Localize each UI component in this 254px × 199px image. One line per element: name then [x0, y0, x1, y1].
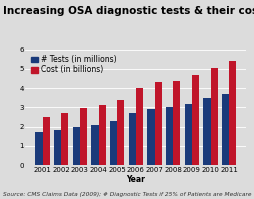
Bar	[80, 108, 87, 165]
Bar	[91, 125, 99, 165]
Bar	[36, 133, 42, 165]
Bar	[61, 113, 68, 165]
Bar	[155, 82, 162, 165]
Legend: # Tests (in millions), Cost (in billions): # Tests (in millions), Cost (in billions…	[29, 54, 118, 76]
Bar	[129, 113, 136, 165]
Bar	[203, 98, 211, 165]
Bar	[136, 88, 143, 165]
Bar	[185, 104, 192, 165]
Bar	[222, 94, 229, 165]
Bar	[192, 75, 199, 165]
Bar	[73, 127, 80, 165]
Bar	[229, 61, 236, 165]
Text: Source: CMS Claims Data (2009); # Diagnostic Tests if 25% of Patients are Medica: Source: CMS Claims Data (2009); # Diagno…	[3, 192, 251, 197]
Bar	[54, 130, 61, 165]
Bar	[110, 121, 117, 165]
Bar	[117, 100, 124, 165]
Text: Increasing OSA diagnostic tests & their cost: Increasing OSA diagnostic tests & their …	[3, 6, 254, 16]
Bar	[148, 109, 155, 165]
Bar	[99, 105, 106, 165]
X-axis label: Year: Year	[126, 175, 145, 184]
Bar	[42, 117, 50, 165]
Bar	[166, 107, 173, 165]
Bar	[173, 81, 180, 165]
Bar	[211, 68, 218, 165]
